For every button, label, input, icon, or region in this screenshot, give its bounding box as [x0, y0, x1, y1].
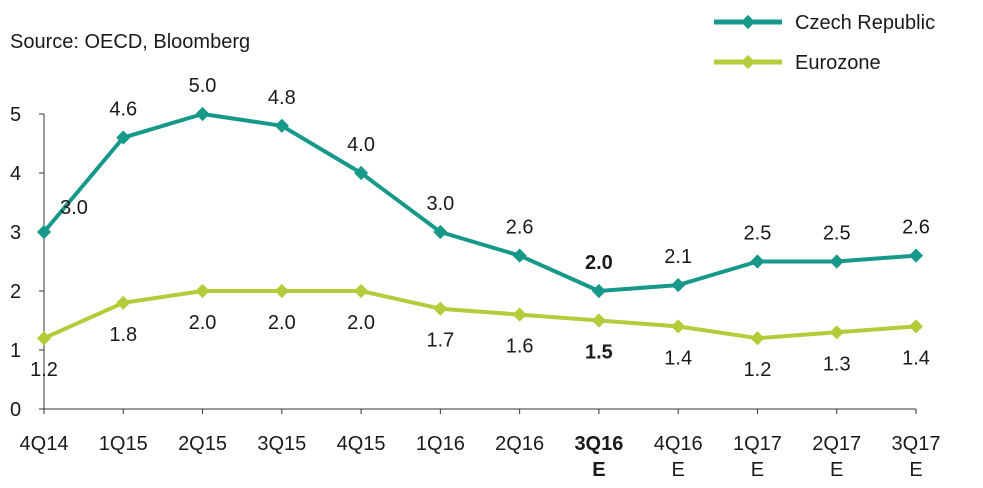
- legend-label: Eurozone: [795, 52, 881, 74]
- data-label: 2.5: [744, 223, 772, 245]
- x-tick-label: 1Q17 E: [732, 433, 782, 481]
- point-marker: [36, 331, 52, 346]
- y-tick-label: 4: [10, 163, 21, 185]
- point-marker: [750, 254, 765, 269]
- x-tick-label: 4Q14: [19, 433, 69, 455]
- point-marker: [274, 283, 289, 299]
- point-marker: [433, 301, 448, 316]
- y-tick-label: 2: [10, 281, 21, 303]
- chart-subtitle: Source: OECD, Bloomberg: [10, 31, 250, 53]
- x-tick-label: 2Q16: [495, 433, 545, 455]
- x-tick-label: 2Q17 E: [812, 433, 862, 481]
- data-label: 4.8: [268, 87, 296, 109]
- point-marker: [671, 278, 686, 293]
- data-label: 4.6: [109, 99, 137, 121]
- x-tick-label: 1Q15: [98, 433, 148, 455]
- x-tick-label: 4Q16 E: [653, 433, 703, 481]
- data-label: 5.0: [189, 75, 217, 97]
- point-marker: [908, 319, 924, 334]
- data-label: 1.8: [109, 324, 137, 346]
- data-label: 1.3: [823, 353, 851, 375]
- point-marker: [829, 325, 844, 340]
- point-marker: [512, 307, 527, 322]
- data-label: 1.4: [902, 347, 930, 369]
- data-label: 2.6: [902, 217, 930, 239]
- data-label: 2.5: [823, 223, 851, 245]
- point-marker: [750, 331, 765, 346]
- y-tick-label: 3: [10, 222, 21, 244]
- x-tick-label: 3Q17 E: [891, 433, 941, 481]
- data-label: 2.0: [347, 312, 375, 334]
- x-tick-label: 3Q16 E: [574, 433, 624, 481]
- point-marker: [512, 248, 527, 263]
- data-label: 1.6: [506, 336, 534, 358]
- data-label: 2.0: [585, 252, 613, 274]
- legend-marker: [740, 14, 756, 30]
- point-marker: [908, 248, 924, 263]
- data-label: 1.7: [426, 330, 454, 352]
- point-marker: [591, 283, 606, 299]
- x-tick-label: 3Q15: [257, 433, 307, 455]
- data-label: 3.0: [60, 197, 88, 219]
- point-marker: [829, 254, 844, 269]
- data-label: 1.2: [744, 359, 772, 381]
- legend-label: Czech Republic: [795, 12, 935, 34]
- x-tick-label: 1Q16: [415, 433, 465, 455]
- point-marker: [354, 165, 369, 181]
- point-marker: [116, 295, 131, 310]
- point-marker: [671, 319, 686, 334]
- point-marker: [433, 224, 448, 240]
- data-label: 2.0: [189, 312, 217, 334]
- x-tick-label: 2Q15: [178, 433, 227, 455]
- data-label: 1.2: [30, 359, 58, 381]
- y-tick-label: 1: [10, 340, 21, 362]
- data-label: 2.0: [268, 312, 296, 334]
- data-label: 2.6: [506, 217, 534, 239]
- point-marker: [195, 283, 210, 299]
- data-label: 3.0: [426, 193, 454, 215]
- legend-marker: [740, 54, 756, 70]
- point-marker: [591, 313, 606, 328]
- data-label: 1.4: [664, 347, 692, 369]
- point-marker: [274, 118, 289, 133]
- x-tick-label: 4Q15: [336, 433, 386, 455]
- series-line: [43, 289, 917, 341]
- data-label: 2.1: [664, 246, 692, 268]
- data-label: 4.0: [347, 134, 375, 156]
- data-label: 1.5: [585, 342, 613, 364]
- y-tick-label: 0: [10, 399, 21, 421]
- series-line: [42, 112, 917, 293]
- y-tick-label: 5: [10, 104, 21, 126]
- point-marker: [354, 283, 369, 299]
- point-marker: [195, 106, 210, 122]
